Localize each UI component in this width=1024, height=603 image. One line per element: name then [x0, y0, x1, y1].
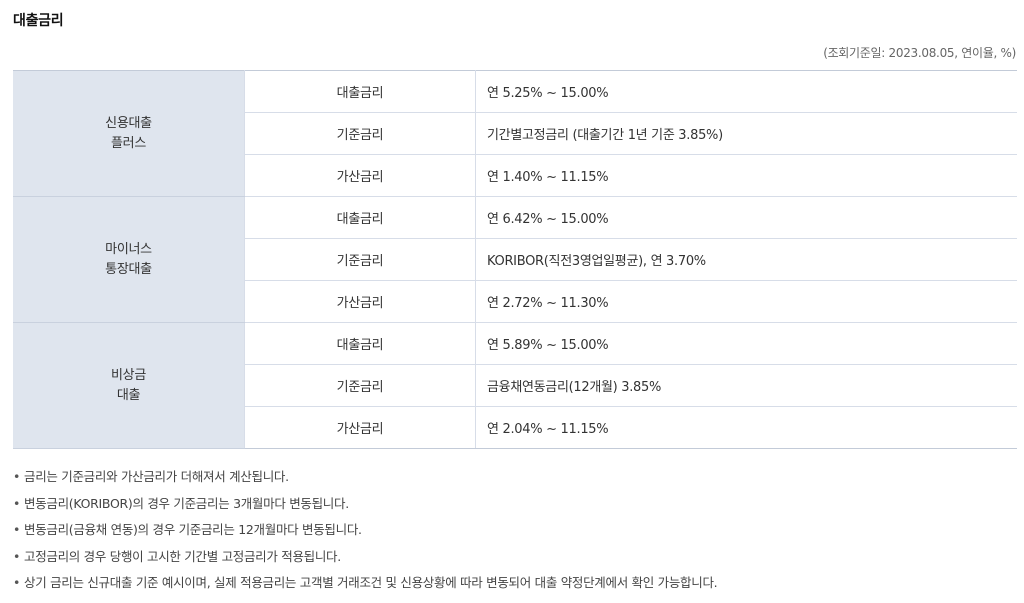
- list-item: • 변동금리(금융채 연동)의 경우 기준금리는 12개월마다 변동됩니다.: [13, 520, 717, 547]
- rate-type-cell: 기준금리: [244, 112, 476, 155]
- table-row: 비상금 대출 대출금리 연 5.89% ~ 15.00%: [13, 322, 1017, 449]
- bullet-icon: •: [13, 495, 21, 511]
- product-cell-minus-account-loan: 마이너스 통장대출: [13, 196, 245, 323]
- list-item: • 고정금리의 경우 당행이 고시한 기간별 고정금리가 적용됩니다.: [13, 547, 717, 574]
- notes-list: • 금리는 기준금리와 가산금리가 더해져서 계산됩니다. • 변동금리(KORIB…: [13, 467, 718, 600]
- bullet-icon: •: [13, 469, 21, 484]
- product-name-line: 대출: [116, 387, 141, 403]
- rate-type-cell: 대출금리: [244, 196, 476, 239]
- rate-type-cell: 대출금리: [244, 70, 476, 113]
- bullet-icon: •: [13, 548, 21, 564]
- rate-value-cell: 연 5.25% ~ 15.00%: [475, 70, 1017, 113]
- list-item: • 금리는 기준금리와 가산금리가 더해져서 계산됩니다.: [13, 467, 717, 494]
- rate-type-cell: 기준금리: [244, 238, 476, 281]
- product-name-line: 플러스: [111, 135, 146, 151]
- table-row: 신용대출 플러스 대출금리 연 5.25% ~ 15.00%: [13, 70, 1017, 197]
- rate-type-cell: 가산금리: [244, 280, 476, 323]
- bullet-icon: •: [13, 522, 21, 537]
- rate-type-cell: 기준금리: [244, 364, 476, 407]
- rate-type-cell: 대출금리: [244, 322, 476, 365]
- note-text: 변동금리(금융채 연동)의 경우 기준금리는 12개월마다 변동됩니다.: [24, 522, 362, 537]
- table-row: 기준금리 KORIBOR(직전3영업일평균), 연 3.70%: [13, 238, 1017, 281]
- rate-value-cell: 연 2.72% ~ 11.30%: [475, 280, 1017, 323]
- interest-rate-table: 신용대출 플러스 대출금리 연 5.25% ~ 15.00% 기준금리 기간별고…: [13, 70, 1017, 449]
- list-item: • 상기 금리는 신규대출 기준 예시이며, 실제 적용금리는 고객별 거래조건 …: [13, 573, 718, 600]
- rate-type-cell: 가산금리: [244, 406, 476, 449]
- rate-value-cell: 연 2.04% ~ 11.15%: [475, 406, 1017, 449]
- rate-value-cell: KORIBOR(직전3영업일평균), 연 3.70%: [475, 238, 1017, 281]
- note-text: 금리는 기준금리와 가산금리가 더해져서 계산됩니다.: [24, 469, 289, 484]
- product-name-line: 신용대출: [105, 115, 152, 131]
- rate-type-cell: 가산금리: [244, 154, 476, 197]
- product-name-line: 마이너스: [105, 241, 152, 257]
- table-row: 마이너스 통장대출 대출금리 연 6.42% ~ 15.00%: [13, 196, 1017, 323]
- product-name-line: 비상금: [111, 367, 146, 383]
- rate-value-cell: 연 5.89% ~ 15.00%: [475, 322, 1017, 365]
- table-row: 가산금리 연 2.04% ~ 11.15%: [13, 406, 1017, 449]
- table-row: 가산금리 연 1.40% ~ 11.15%: [13, 154, 1017, 197]
- note-text: 상기 금리는 신규대출 기준 예시이며, 실제 적용금리는 고객별 거래조건 및…: [24, 575, 718, 590]
- table-row: 가산금리 연 2.72% ~ 11.30%: [13, 280, 1017, 323]
- product-name-line: 통장대출: [105, 261, 152, 277]
- page-title: 대출금리: [13, 13, 64, 29]
- bullet-icon: •: [13, 575, 21, 590]
- rate-value-cell: 연 6.42% ~ 15.00%: [475, 196, 1017, 239]
- table-row: 기준금리 금융채연동금리(12개월) 3.85%: [13, 364, 1017, 407]
- reference-date-note: (조회기준일: 2023.08.05, 연이율, %): [823, 46, 1016, 60]
- rate-value-cell: 기간별고정금리 (대출기간 1년 기준 3.85%): [475, 112, 1017, 155]
- product-cell-emergency-loan: 비상금 대출: [13, 322, 245, 449]
- rate-value-cell: 연 1.40% ~ 11.15%: [475, 154, 1017, 197]
- table-row: 기준금리 기간별고정금리 (대출기간 1년 기준 3.85%): [13, 112, 1017, 155]
- list-item: • 변동금리(KORIBOR)의 경우 기준금리는 3개월마다 변동됩니다.: [13, 494, 717, 521]
- note-text: 고정금리의 경우 당행이 고시한 기간별 고정금리가 적용됩니다.: [24, 548, 341, 564]
- note-text: 변동금리(KORIBOR)의 경우 기준금리는 3개월마다 변동됩니다.: [24, 495, 349, 511]
- rate-value-cell: 금융채연동금리(12개월) 3.85%: [475, 364, 1017, 407]
- product-cell-credit-loan-plus: 신용대출 플러스: [13, 70, 245, 197]
